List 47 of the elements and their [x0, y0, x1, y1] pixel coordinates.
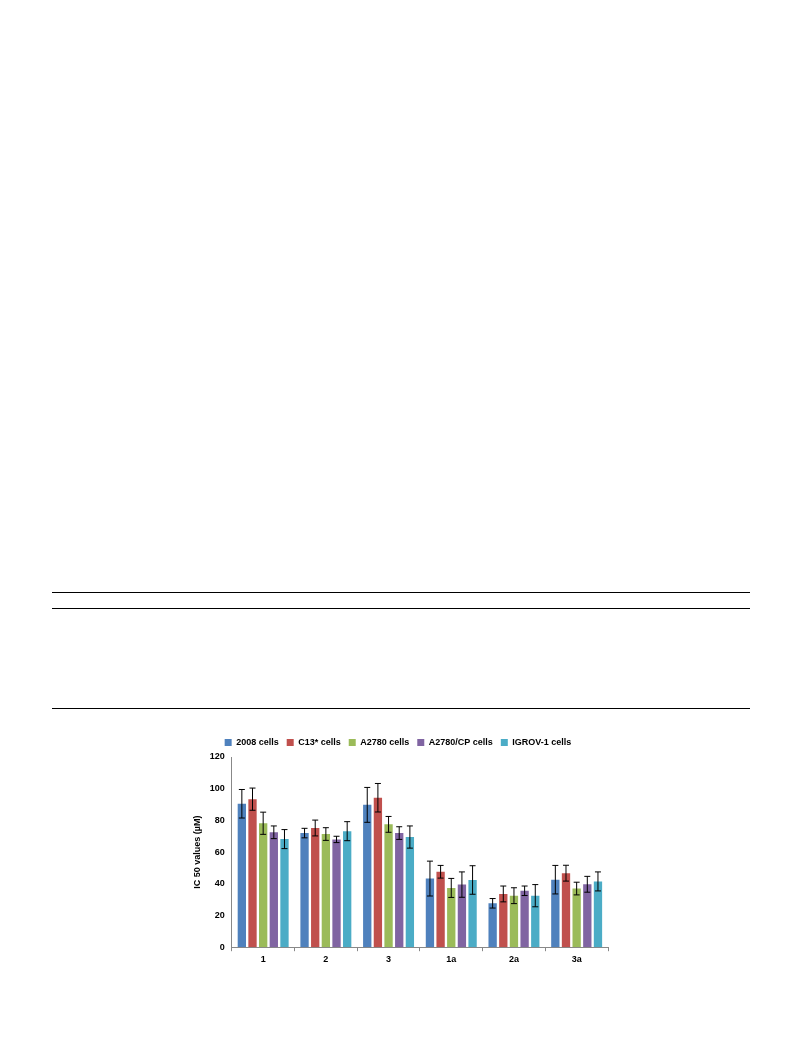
x-tick-label: 3 [386, 954, 392, 965]
bar [237, 803, 247, 948]
bar [280, 839, 289, 948]
bar [447, 887, 456, 948]
bar [520, 890, 529, 948]
x-tick-label: 1 [260, 954, 266, 965]
bar [499, 893, 508, 948]
bar [593, 881, 603, 948]
y-tick-label: 80 [214, 814, 225, 825]
bar [551, 879, 560, 948]
x-tick-label: 2 [323, 954, 329, 965]
bar [405, 837, 415, 948]
y-tick-label: 0 [219, 941, 225, 952]
bar [332, 839, 341, 948]
bar [259, 823, 268, 948]
bar [373, 797, 383, 948]
bar [300, 833, 309, 948]
bar [509, 895, 519, 948]
y-axis-title: IC 50 values (µM) [191, 815, 202, 889]
y-tick-label: 120 [209, 751, 225, 762]
bar [572, 888, 581, 948]
bar [321, 834, 331, 948]
legend-label: A2780/CP cells [428, 736, 493, 747]
bar [436, 871, 445, 948]
legend-label: C13* cells [298, 736, 341, 747]
legend-label: IGROV-1 cells [512, 736, 572, 747]
bar [384, 824, 393, 948]
y-tick-label: 20 [214, 909, 225, 920]
x-tick-label: 1a [446, 954, 458, 965]
y-tick-label: 100 [209, 783, 225, 794]
y-tick-label: 60 [214, 846, 225, 857]
bar [363, 804, 372, 948]
bar [395, 833, 404, 948]
bar [468, 880, 477, 948]
legend-label: 2008 cells [236, 736, 279, 747]
bar [583, 884, 592, 948]
bar [531, 895, 540, 948]
bar [248, 799, 257, 948]
y-tick-label: 40 [214, 878, 225, 889]
x-tick-label: 2a [508, 954, 520, 965]
x-tick-label: 3a [571, 954, 583, 965]
bar [343, 831, 352, 948]
legend-label: A2780 cells [360, 736, 410, 747]
bar [311, 828, 320, 948]
bar [488, 903, 497, 948]
bar [561, 873, 571, 948]
bar [269, 832, 278, 948]
